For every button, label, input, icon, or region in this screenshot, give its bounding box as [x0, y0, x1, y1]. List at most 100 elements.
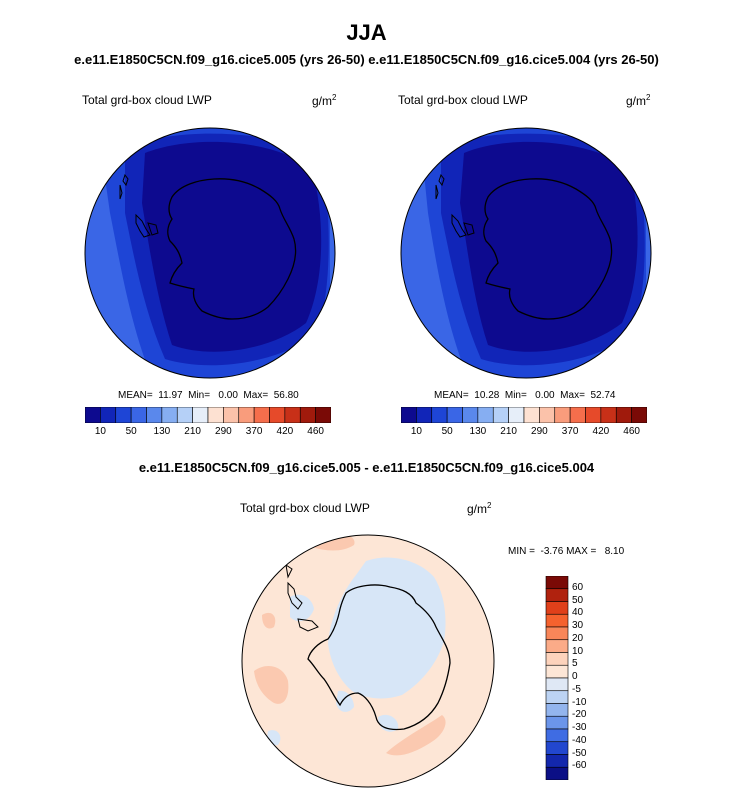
colorbar-swatch — [284, 407, 301, 423]
colorbar-tick-label: 370 — [561, 426, 579, 437]
colorbar-swatch — [176, 407, 193, 423]
colorbar-swatch — [545, 741, 569, 755]
colorbar-swatch — [492, 407, 509, 423]
map-boundary — [400, 127, 652, 379]
colorbar-swatch — [545, 715, 569, 730]
panel2-colorbar — [401, 407, 647, 423]
colorbar-swatch — [545, 576, 569, 590]
colorbar-swatch — [545, 626, 569, 641]
colorbar-tick-label: 420 — [276, 426, 294, 437]
coastline — [307, 584, 451, 731]
colorbar-swatch — [523, 407, 540, 423]
panel2-stats: MEAN= 10.28 Min= 0.00 Max= 52.74 — [434, 390, 616, 401]
colorbar-swatch — [631, 407, 647, 423]
diff-title: e.e11.E1850C5CN.f09_g16.cice5.005 - e.e1… — [138, 460, 595, 475]
colorbar-swatch — [600, 407, 617, 423]
colorbar-swatch — [545, 613, 569, 628]
colorbar-tick-label: 60 — [572, 581, 584, 593]
colorbar-swatch — [615, 407, 632, 423]
diff-polar-map — [241, 534, 495, 788]
colorbar-swatch — [446, 407, 463, 423]
colorbar-tick-label: 10 — [410, 426, 422, 437]
colorbar-swatch — [85, 407, 101, 423]
core-region — [142, 141, 322, 352]
colorbar-tick-label: 5 — [572, 658, 578, 670]
colorbar-swatch — [545, 728, 569, 743]
colorbar-tick-label: 420 — [592, 426, 610, 437]
colorbar-swatch — [315, 407, 331, 423]
colorbar-tick-label: 20 — [572, 632, 584, 644]
colorbar-swatch — [115, 407, 132, 423]
coastline — [285, 563, 293, 579]
colorbar-swatch — [192, 407, 209, 423]
colorbar-tick-label: 130 — [153, 426, 171, 437]
colorbar-swatch — [238, 407, 255, 423]
colorbar-tick-label: 370 — [245, 426, 263, 437]
colorbar-tick-label: 0 — [572, 671, 578, 682]
colorbar-swatch — [569, 407, 586, 423]
colorbar-swatch — [508, 407, 525, 423]
diff-panel-label: Total grd-box cloud LWP — [240, 501, 370, 515]
colorbar-tick-label: 10 — [94, 426, 106, 437]
colorbar-tick-label: 460 — [623, 426, 640, 437]
coastline — [297, 618, 319, 632]
positive-patch — [262, 612, 276, 629]
diff-panel-unit: g/m2 — [467, 501, 492, 516]
diff-stats: MIN = -3.76 MAX = 8.10 — [508, 546, 625, 557]
colorbar-swatch — [545, 754, 569, 768]
panel1-unit: g/m2 — [312, 93, 337, 108]
colorbar-tick-label: -20 — [572, 709, 587, 721]
colorbar-swatch — [545, 601, 569, 615]
core-region — [460, 141, 638, 352]
colorbar-tick-label: -5 — [572, 683, 581, 695]
panel2-colorbar-ticks: 10 50 130 210 290 370 420 460 — [401, 426, 647, 440]
negative-patch — [290, 594, 314, 622]
colorbar-tick-label: 30 — [572, 620, 584, 631]
colorbar-tick-label: 50 — [441, 426, 453, 437]
positive-patch — [254, 666, 289, 704]
colorbar-swatch — [431, 407, 448, 423]
colorbar-tick-label: 10 — [572, 645, 584, 657]
colorbar-tick-label: 40 — [572, 607, 584, 619]
colorbar-swatch — [223, 407, 240, 423]
positive-patch — [312, 535, 355, 551]
colorbar-swatch — [253, 407, 270, 423]
panel2-label: Total grd-box cloud LWP — [398, 93, 528, 107]
panel1-colorbar-ticks: 10 50 130 210 290 370 420 460 — [85, 426, 331, 440]
colorbar-tick-label: 290 — [215, 426, 232, 437]
colorbar-swatch — [477, 407, 494, 423]
colorbar-swatch — [299, 407, 316, 423]
negative-patch — [328, 557, 446, 699]
panel2-unit: g/m2 — [626, 93, 651, 108]
colorbar-swatch — [416, 407, 433, 423]
figure-subtitle: e.e11.E1850C5CN.f09_g16.cice5.005 (yrs 2… — [74, 52, 659, 67]
diff-colorbar-ticks: 60 50 40 30 20 10 5 0 -5 -10 -20 -30 -40 -50 -60 — [566, 576, 606, 780]
map-boundary — [84, 127, 336, 379]
colorbar-swatch — [462, 407, 479, 423]
colorbar-tick-label: 460 — [307, 426, 324, 437]
colorbar-tick-label: 130 — [469, 426, 487, 437]
colorbar-swatch — [539, 407, 556, 423]
colorbar-swatch — [161, 407, 178, 423]
colorbar-tick-label: 210 — [184, 426, 201, 437]
map-boundary — [241, 534, 495, 788]
coastline — [287, 581, 303, 610]
colorbar-tick-label: 50 — [125, 426, 137, 437]
colorbar-tick-label: -60 — [572, 760, 587, 772]
figure-title: JJA — [346, 20, 387, 45]
colorbar-tick-label: -40 — [572, 734, 587, 746]
colorbar-swatch — [269, 407, 286, 423]
colorbar-swatch — [130, 407, 147, 423]
negative-patch — [336, 690, 354, 712]
colorbar-tick-label: 50 — [572, 594, 584, 606]
diff-colorbar — [545, 576, 569, 780]
panel1-label: Total grd-box cloud LWP — [82, 93, 212, 107]
colorbar-swatch — [401, 407, 417, 423]
colorbar-tick-label: 210 — [500, 426, 517, 437]
positive-patch — [386, 715, 446, 756]
colorbar-swatch — [545, 588, 569, 602]
panel2-polar-map — [400, 127, 652, 379]
colorbar-swatch — [545, 703, 569, 717]
colorbar-tick-label: -30 — [572, 722, 587, 733]
colorbar-swatch — [207, 407, 224, 423]
